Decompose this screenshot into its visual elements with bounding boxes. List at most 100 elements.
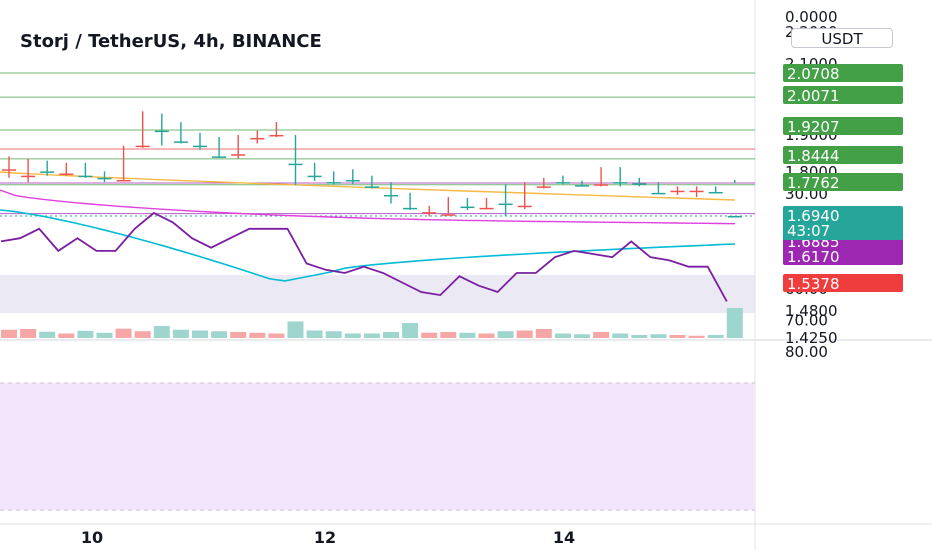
volume-bar bbox=[134, 331, 151, 338]
candle-body bbox=[651, 192, 666, 195]
price-level-badge-label: 1.5378 bbox=[787, 275, 840, 293]
volume-bar bbox=[593, 332, 610, 338]
volume-bar bbox=[96, 332, 113, 338]
volume-bar bbox=[306, 330, 323, 338]
candle-body bbox=[116, 179, 131, 182]
volume-bar bbox=[402, 323, 419, 338]
ema-fast-line bbox=[0, 209, 736, 282]
candle-body bbox=[594, 184, 609, 186]
candle-body bbox=[670, 190, 685, 193]
rsi-band bbox=[0, 383, 755, 510]
candle-body bbox=[231, 154, 246, 156]
volume-bar bbox=[440, 332, 457, 338]
volume-bar bbox=[249, 332, 266, 338]
price-tick-label: 1.4800 bbox=[785, 302, 838, 320]
candle-body bbox=[269, 134, 284, 137]
candle-body bbox=[173, 141, 188, 143]
volume-bar bbox=[383, 332, 399, 338]
price-level-badge bbox=[783, 274, 903, 292]
price-level-badge-label: 1.9207 bbox=[787, 118, 840, 136]
candle-body bbox=[21, 175, 36, 178]
volume-bar bbox=[287, 321, 304, 338]
candle-body bbox=[536, 186, 551, 188]
current-price-badge bbox=[783, 206, 903, 240]
candle-body bbox=[364, 186, 379, 188]
candle-body bbox=[384, 194, 398, 197]
price-level-badge-label: 2.0708 bbox=[787, 65, 840, 83]
volume-bar bbox=[363, 333, 380, 338]
currency-selector[interactable]: USDT bbox=[791, 28, 893, 48]
volume-bars bbox=[1, 308, 743, 338]
price-tick-label: 1.4250 bbox=[785, 329, 838, 347]
price-level-badge-label: 1.6170 bbox=[787, 248, 840, 266]
volume-bar bbox=[650, 334, 667, 338]
volume-bar bbox=[574, 334, 590, 338]
volume-bar bbox=[39, 331, 56, 338]
volume-bar bbox=[115, 328, 132, 338]
candle-body bbox=[212, 156, 227, 158]
time-axis[interactable]: 10 12 14 bbox=[81, 528, 575, 547]
rsi-tick-label: 70.00 bbox=[785, 311, 828, 329]
volume-bar bbox=[459, 332, 476, 338]
price-level-badge bbox=[783, 247, 903, 265]
volume-bar bbox=[58, 333, 75, 338]
range-shade bbox=[0, 275, 755, 313]
price-level-badge-label: 2.0071 bbox=[787, 87, 840, 105]
candle-body bbox=[288, 163, 303, 166]
candle-body bbox=[97, 177, 112, 180]
candle-body bbox=[441, 214, 456, 216]
bar-countdown-label: 43:07 bbox=[787, 222, 830, 240]
candle-body bbox=[154, 130, 169, 133]
volume-bar bbox=[77, 330, 94, 338]
candle-body bbox=[479, 207, 494, 210]
volume-bar bbox=[478, 333, 495, 338]
rsi-line bbox=[0, 211, 728, 302]
price-level-badge bbox=[783, 64, 903, 82]
candle-body bbox=[250, 137, 265, 140]
price-level-badge bbox=[783, 117, 903, 135]
rsi-indicator bbox=[0, 211, 728, 302]
volume-bar bbox=[211, 331, 228, 338]
candle-body bbox=[59, 173, 74, 176]
volume-bar bbox=[726, 308, 743, 338]
candle-body bbox=[307, 175, 322, 178]
price-level-badge bbox=[783, 146, 903, 164]
price-level-badge-label: 1.8444 bbox=[787, 147, 840, 165]
volume-bar bbox=[192, 330, 208, 338]
chart-title: Storj / TetherUS, 4h, BINANCE bbox=[20, 31, 322, 52]
volume-bar bbox=[516, 330, 533, 338]
price-level-badge-label: 1.7762 bbox=[787, 174, 840, 192]
candle-body bbox=[708, 191, 723, 194]
volume-bar bbox=[631, 335, 648, 338]
volume-bar bbox=[421, 332, 438, 338]
candle-body bbox=[2, 169, 16, 171]
candle-body bbox=[613, 182, 628, 184]
volume-bar bbox=[1, 329, 17, 338]
price-tick-label: 0.0000 bbox=[785, 8, 838, 26]
candle-body bbox=[422, 212, 437, 214]
volume-bar bbox=[688, 335, 705, 338]
candle-body bbox=[326, 182, 341, 184]
price-level-badge bbox=[783, 173, 903, 191]
candle-body bbox=[575, 185, 589, 187]
candle-body bbox=[498, 203, 513, 206]
candle-body bbox=[78, 175, 93, 178]
volume-bar bbox=[20, 329, 37, 338]
volume-bar bbox=[612, 333, 629, 338]
rsi-tick-label: 80.00 bbox=[785, 343, 828, 361]
price-level-badges: 2.07082.00711.92071.84441.77621.68851.61… bbox=[783, 64, 903, 293]
price-level-badge bbox=[783, 86, 903, 104]
candle-body bbox=[460, 206, 475, 209]
candle-body bbox=[555, 182, 570, 184]
time-tick-label: 10 bbox=[81, 528, 103, 547]
candle-body bbox=[345, 179, 360, 182]
candles bbox=[2, 111, 742, 218]
volume-bar bbox=[344, 333, 361, 338]
candle-body bbox=[517, 205, 532, 208]
ema-mid-line bbox=[0, 189, 736, 225]
volume-bar bbox=[669, 335, 686, 338]
volume-bar bbox=[554, 333, 571, 338]
current-price-label: 1.6940 bbox=[787, 207, 840, 225]
candle-body bbox=[727, 216, 742, 218]
